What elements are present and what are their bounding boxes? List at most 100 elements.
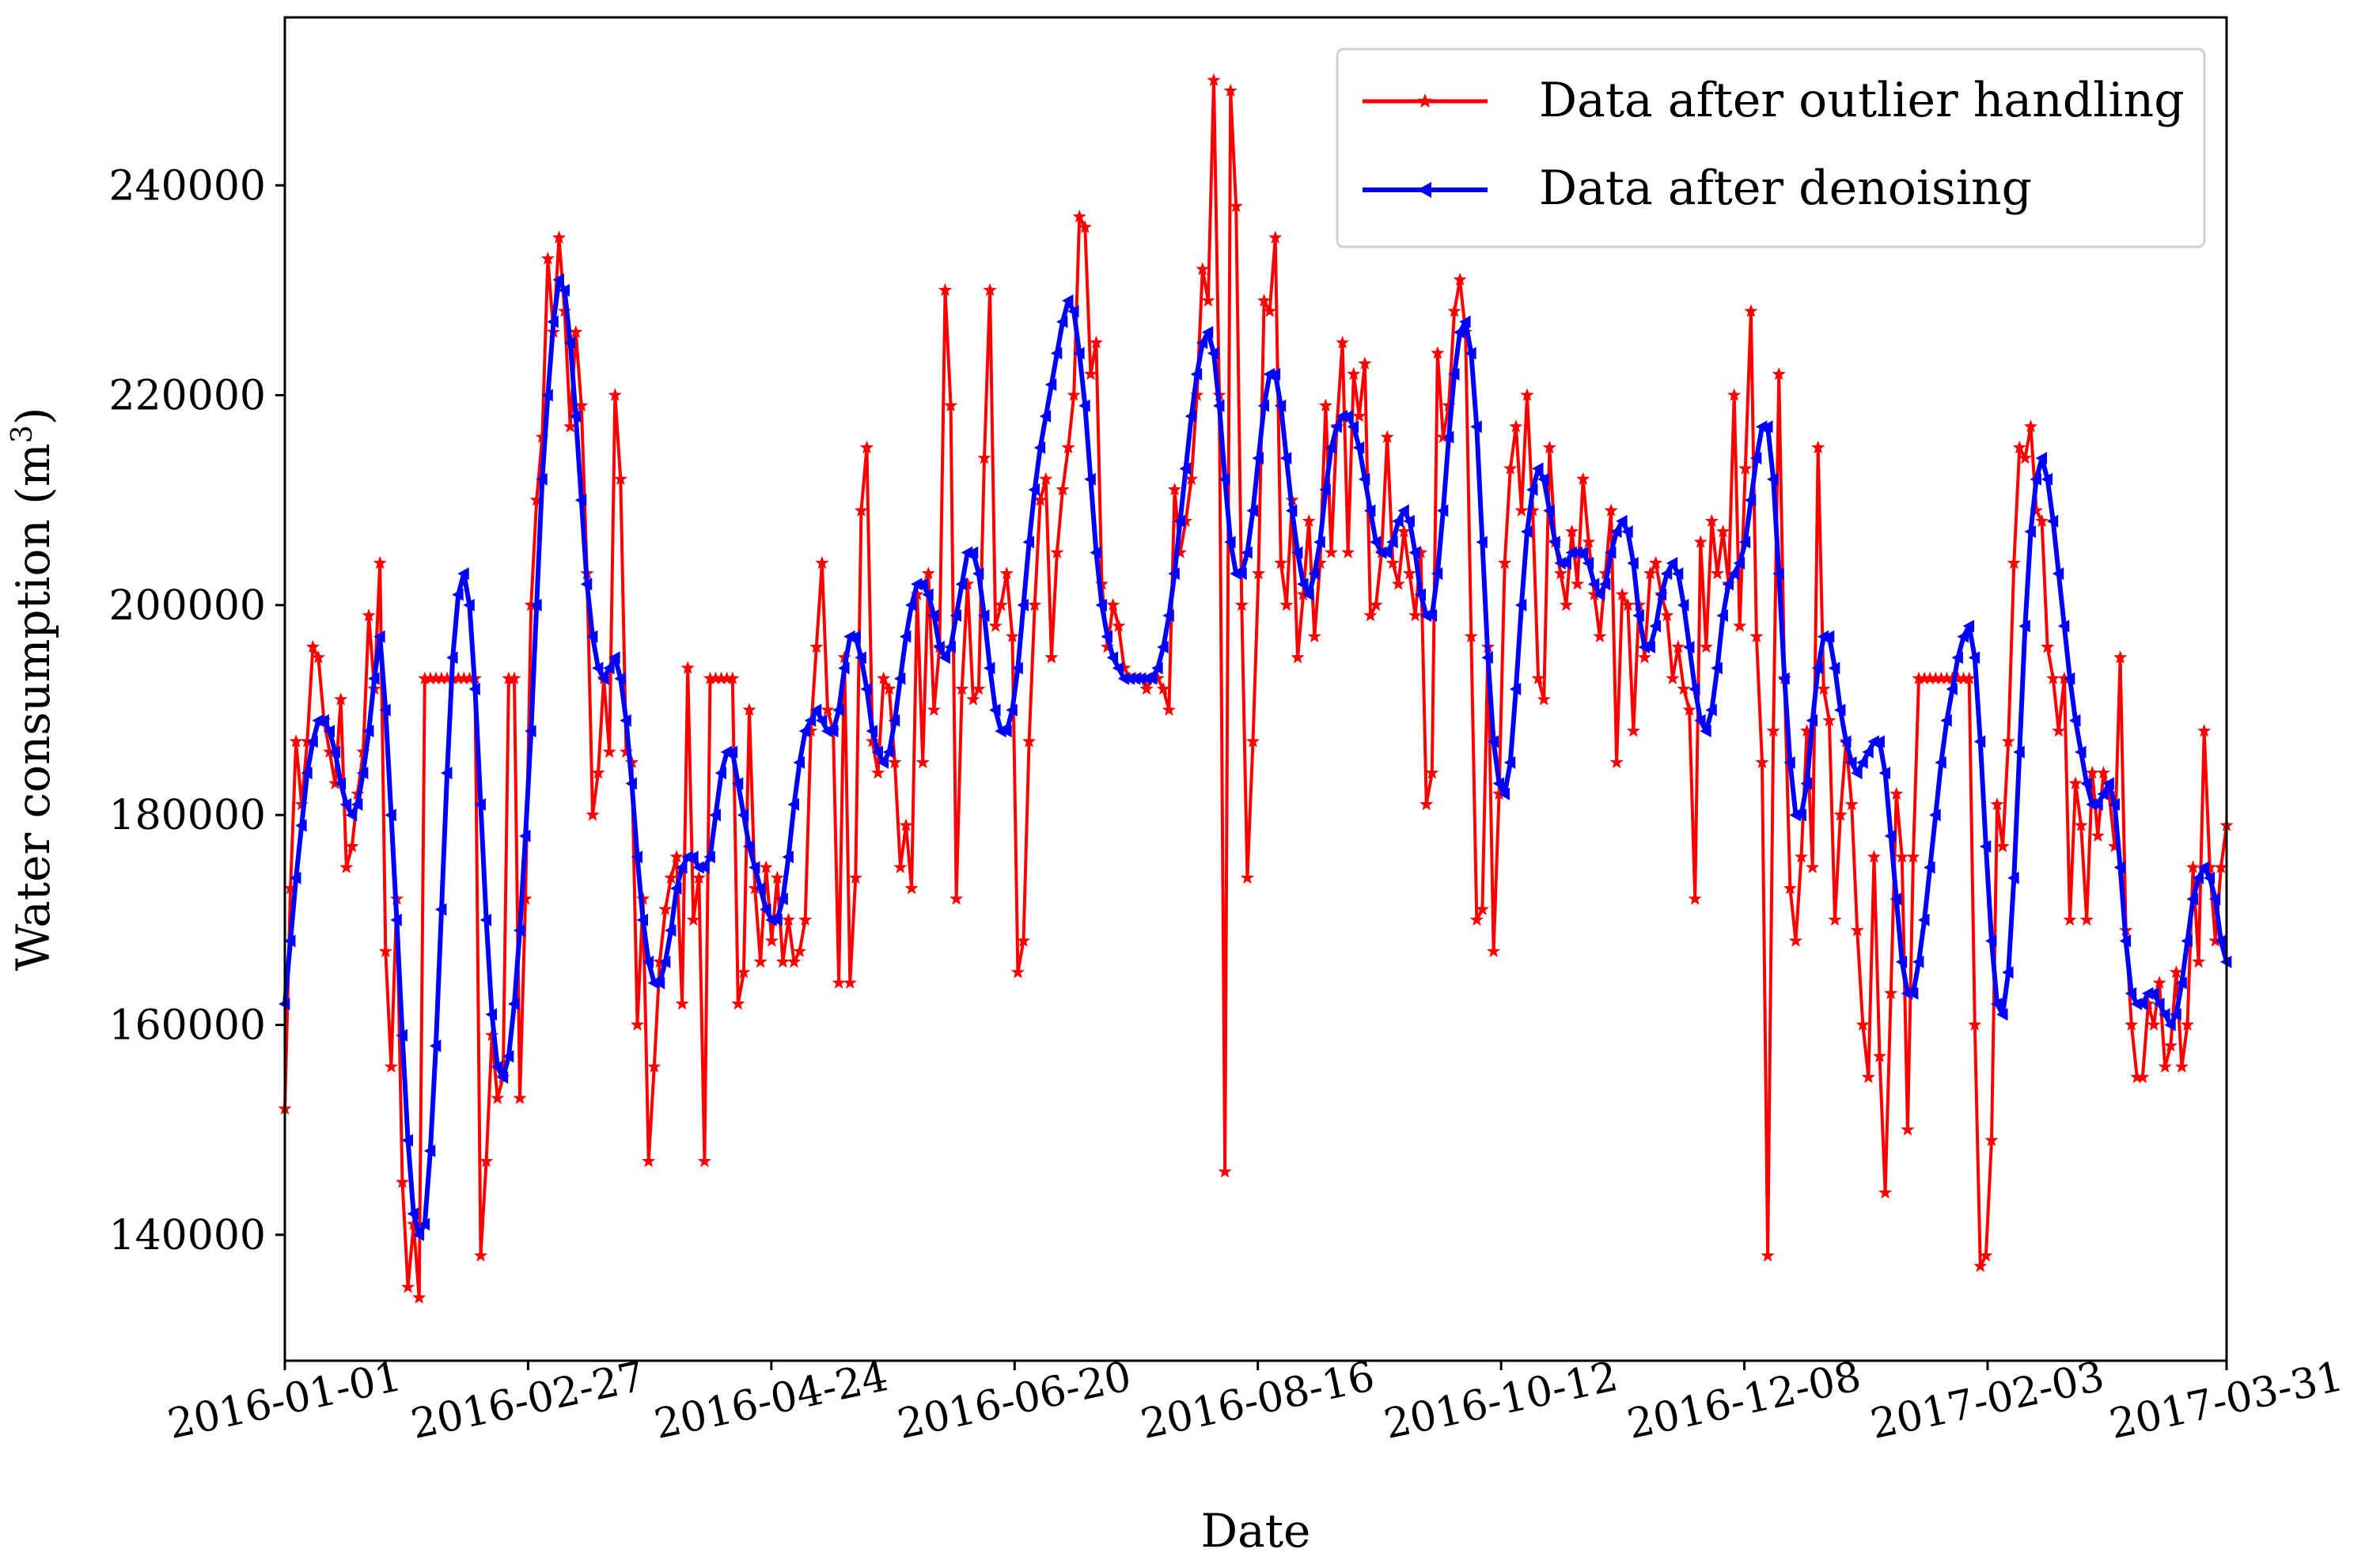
data-point xyxy=(1157,640,1169,653)
data-point xyxy=(541,388,553,402)
data-point xyxy=(955,578,968,591)
data-point xyxy=(1542,440,1556,454)
data-point xyxy=(1738,536,1751,549)
data-point xyxy=(608,388,622,401)
data-point xyxy=(1487,735,1499,748)
data-point xyxy=(1033,441,1046,454)
data-point xyxy=(2108,797,2120,811)
data-point xyxy=(904,881,919,895)
data-point xyxy=(1095,598,1107,612)
data-point xyxy=(653,976,665,990)
data-point xyxy=(944,398,958,412)
data-point xyxy=(2186,892,2198,906)
data-point xyxy=(2007,871,2019,884)
data-point xyxy=(328,745,341,759)
data-point xyxy=(804,724,818,737)
data-point xyxy=(781,912,795,926)
data-point xyxy=(1772,367,1786,381)
data-point xyxy=(921,566,935,580)
data-point xyxy=(2046,514,2059,528)
data-point xyxy=(1453,272,1467,286)
data-point xyxy=(1627,556,1639,570)
data-point xyxy=(574,398,589,412)
data-point xyxy=(2035,513,2049,527)
y-tick-label: 140000 xyxy=(108,1212,266,1259)
data-point xyxy=(2186,860,2200,873)
data-point xyxy=(496,1070,509,1084)
data-point xyxy=(866,725,877,738)
data-point xyxy=(1168,567,1180,581)
data-point xyxy=(871,766,885,779)
data-point xyxy=(390,913,402,926)
data-point xyxy=(536,472,548,486)
data-point xyxy=(770,870,784,884)
data-point xyxy=(658,902,673,915)
data-point xyxy=(1509,683,1522,695)
data-point xyxy=(832,975,846,989)
data-point xyxy=(1308,567,1320,581)
data-point xyxy=(1083,367,1097,381)
data-point xyxy=(2197,724,2212,737)
data-point xyxy=(949,609,962,623)
data-point xyxy=(1979,839,1992,853)
data-point xyxy=(1481,651,1493,665)
data-point xyxy=(1196,262,1210,275)
data-point xyxy=(1279,452,1292,465)
data-point xyxy=(1716,525,1730,538)
data-point xyxy=(692,870,706,884)
data-point xyxy=(1475,902,1489,915)
data-point xyxy=(1234,597,1249,612)
data-point xyxy=(295,819,307,832)
data-point xyxy=(429,671,443,684)
data-point xyxy=(1056,483,1070,496)
data-point xyxy=(362,608,376,622)
data-point xyxy=(1302,513,1316,527)
data-point xyxy=(1761,1248,1775,1262)
data-point xyxy=(1940,714,1952,727)
data-point xyxy=(356,744,370,758)
data-point xyxy=(1576,472,1590,485)
data-point xyxy=(2097,787,2109,801)
data-point xyxy=(1811,440,1825,454)
data-point xyxy=(1022,536,1034,549)
data-point xyxy=(1973,735,1986,748)
data-point xyxy=(1811,661,1824,675)
data-point xyxy=(1727,388,1742,401)
data-point xyxy=(2018,619,2030,633)
data-point xyxy=(764,934,779,947)
data-point xyxy=(586,808,600,821)
data-point xyxy=(1073,347,1085,360)
data-point xyxy=(1072,210,1086,223)
data-point xyxy=(888,755,902,769)
data-point xyxy=(748,881,762,895)
data-point xyxy=(2159,1008,2170,1021)
data-point xyxy=(306,735,318,748)
data-point xyxy=(580,578,593,591)
data-point xyxy=(1693,535,1708,548)
data-point xyxy=(1302,588,1314,601)
data-point xyxy=(2057,619,2070,633)
data-point xyxy=(731,777,744,790)
data-point xyxy=(2180,1017,2195,1031)
data-point xyxy=(468,683,480,695)
data-point xyxy=(1078,399,1090,412)
data-point xyxy=(518,892,533,905)
data-point xyxy=(1447,304,1461,317)
data-point xyxy=(351,797,363,811)
data-point xyxy=(1744,304,1758,317)
data-point xyxy=(1637,650,1652,664)
data-point xyxy=(2169,965,2183,979)
data-point xyxy=(871,745,884,759)
data-point xyxy=(407,1217,421,1230)
data-point xyxy=(754,882,766,896)
data-point xyxy=(1817,682,1831,695)
data-point xyxy=(1341,410,1354,423)
data-point xyxy=(1878,767,1891,780)
data-point xyxy=(1162,703,1176,716)
y-axis-title-sup: 3 xyxy=(6,425,39,443)
data-point xyxy=(373,555,387,570)
data-point xyxy=(1235,567,1247,581)
data-point xyxy=(631,1017,645,1031)
data-point xyxy=(479,1154,494,1168)
